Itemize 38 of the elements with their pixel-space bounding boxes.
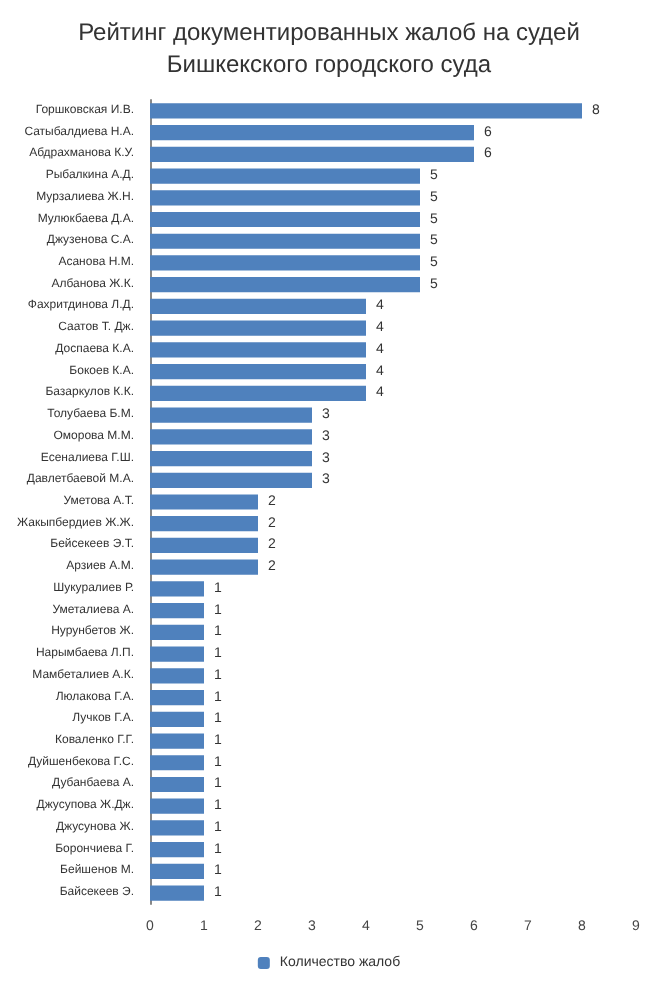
bar [150,233,420,249]
bar [150,494,258,510]
bar [150,103,582,119]
bar [150,255,420,271]
bar [150,211,420,228]
bar [150,429,312,445]
bar [150,689,204,706]
bar [150,342,366,358]
bar [150,168,420,184]
bar [150,885,204,901]
bar [150,603,204,619]
bar [150,624,204,640]
bar [150,407,312,423]
bar [150,516,258,532]
bar [150,646,204,662]
bar [150,820,204,836]
bar [150,581,204,597]
bar [150,298,366,315]
bar [150,124,474,141]
bar [150,733,204,749]
bar [150,755,204,771]
bar [150,146,474,162]
bar [150,385,366,401]
bar [150,668,204,684]
bar [150,776,204,793]
bar [150,842,204,858]
bar [150,863,204,880]
bar [150,537,258,554]
bar [150,190,420,206]
bar [150,798,204,814]
bar [150,472,312,488]
bar [150,711,204,727]
bar [150,320,366,336]
bar [150,559,258,575]
bar [150,364,366,380]
bar [150,277,420,293]
bar [150,450,312,467]
chart-title: Рейтинг документированных жалоб на судей Бишкекского городского суда [76,16,582,80]
